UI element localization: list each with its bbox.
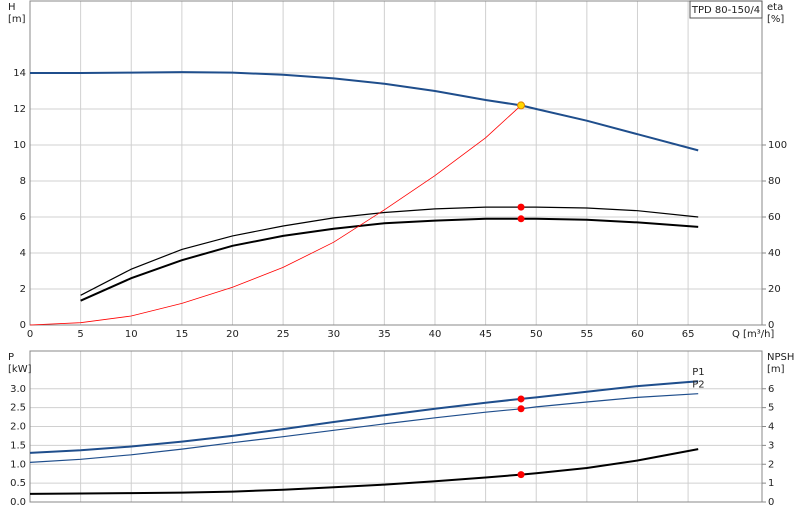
duty-point (517, 203, 525, 211)
x-tick-label: 20 (226, 329, 239, 340)
x-tick-label: 5 (77, 329, 83, 340)
x-tick-label: 30 (327, 329, 340, 340)
y-tick-label: 8 (20, 176, 26, 187)
curve (30, 71, 699, 152)
duty-point (517, 101, 526, 110)
x-tick-label: 40 (429, 329, 442, 340)
curve (29, 380, 699, 454)
x-tick-label: 25 (277, 329, 290, 340)
y2-tick-label: 100 (768, 140, 787, 151)
x-tick-label: 10 (125, 329, 138, 340)
y-tick-label: 2.0 (10, 422, 26, 433)
x-tick-label: 60 (631, 329, 644, 340)
y-tick-label: 2.5 (10, 403, 26, 414)
y2-tick-label: 2 (768, 459, 774, 470)
x-tick-label: 0 (27, 329, 33, 340)
y-tick-label: 3.0 (10, 384, 26, 395)
curve (29, 393, 699, 463)
tag-box (689, 0, 763, 19)
y2-tick-label: 6 (768, 384, 774, 395)
y-tick-label: 6 (20, 212, 26, 223)
curve (29, 448, 699, 495)
x-tick-label: 55 (580, 329, 593, 340)
y-axis-unit: [m] (8, 14, 26, 25)
y2-axis-label: eta (767, 2, 783, 13)
y-tick-label: 4 (20, 248, 26, 259)
y2-tick-label: 5 (768, 403, 774, 414)
y-axis-unit: [kW] (8, 364, 32, 375)
y-tick-label: 2 (20, 284, 26, 295)
y-tick-label: 1.0 (10, 459, 26, 470)
plot-area (30, 1, 762, 325)
y-tick-label: 10 (13, 140, 26, 151)
x-tick-label: 45 (479, 329, 492, 340)
y-tick-label: 12 (13, 104, 26, 115)
curve (29, 105, 522, 326)
y2-axis-unit: [m] (767, 364, 785, 375)
y2-axis-unit: [%] (767, 14, 784, 25)
y-tick-label: 14 (13, 68, 26, 79)
y2-tick-label: 1 (768, 478, 774, 489)
y2-tick-label: 20 (768, 284, 781, 295)
y2-tick-label: 80 (768, 176, 781, 187)
duty-point (517, 405, 525, 413)
plot-frame (29, 350, 763, 503)
x-tick-label: 65 (682, 329, 695, 340)
y-axis-label: P (8, 352, 14, 363)
x-tick-label: 50 (530, 329, 543, 340)
y-axis-label: H (8, 2, 16, 13)
x-axis-label: Q [m³/h] (732, 329, 774, 340)
curve-label: P2 (692, 380, 704, 391)
y-tick-label: 0.0 (10, 497, 26, 508)
y-tick-label: 1.5 (10, 440, 26, 451)
x-tick-label: 15 (176, 329, 189, 340)
plot-frame (29, 0, 763, 326)
duty-point (517, 395, 525, 403)
y2-tick-label: 4 (768, 422, 774, 433)
curve-label: P1 (692, 367, 704, 378)
y2-tick-label: 60 (768, 212, 781, 223)
y2-tick-label: 3 (768, 440, 774, 451)
tag: TPD 80-150/4 (691, 5, 760, 16)
y2-tick-label: 0 (768, 320, 774, 331)
curve (80, 217, 699, 302)
y2-tick-label: 0 (768, 497, 774, 508)
curve (80, 206, 699, 296)
y-tick-label: 0 (20, 320, 26, 331)
y-tick-label: 0.5 (10, 478, 26, 489)
x-tick-label: 35 (378, 329, 391, 340)
duty-point (517, 215, 525, 223)
y2-axis-label: NPSH (767, 352, 794, 363)
duty-point (517, 471, 525, 479)
y2-tick-label: 40 (768, 248, 781, 259)
